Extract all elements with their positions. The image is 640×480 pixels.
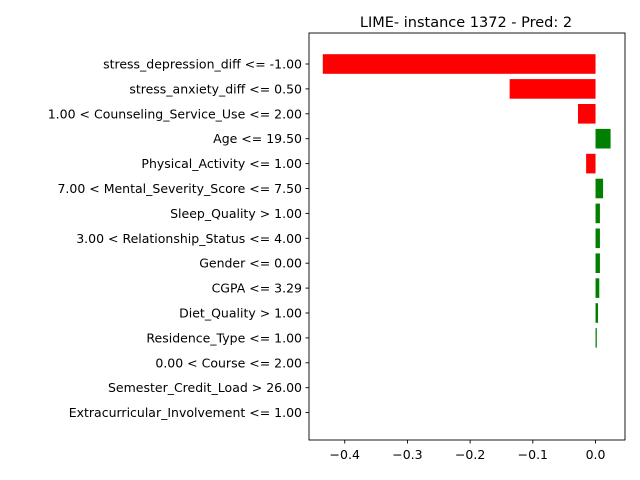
y-tick-label: stress_anxiety_diff <= 0.50 bbox=[129, 81, 302, 96]
y-tick-label: Gender <= 0.00 bbox=[199, 256, 302, 271]
bar bbox=[322, 54, 596, 74]
bar bbox=[595, 253, 600, 273]
y-tick-label: Diet_Quality > 1.00 bbox=[179, 306, 302, 321]
bar bbox=[595, 128, 611, 149]
y-tick-label: Residence_Type <= 1.00 bbox=[146, 330, 302, 345]
x-axis-ticks: −0.4 −0.3 −0.2 −0.1 0.0 bbox=[330, 440, 606, 462]
x-tick-label: −0.1 bbox=[518, 447, 548, 462]
y-tick-label: Age <= 19.50 bbox=[213, 131, 302, 146]
bar bbox=[509, 79, 596, 99]
bars-group bbox=[322, 54, 611, 348]
x-tick-label: 0.0 bbox=[586, 447, 606, 462]
bar bbox=[595, 303, 599, 323]
y-tick-label: 0.00 < Course <= 2.00 bbox=[155, 355, 302, 370]
x-tick-label: −0.2 bbox=[455, 447, 485, 462]
y-tick-label: Physical_Activity <= 1.00 bbox=[141, 156, 302, 171]
bar bbox=[595, 228, 600, 249]
y-tick-label: Extracurricular_Involvement <= 1.00 bbox=[69, 405, 302, 420]
y-axis-ticks: stress_depression_diff <= -1.00 stress_an… bbox=[48, 57, 309, 420]
y-tick-label: Sleep_Quality > 1.00 bbox=[170, 206, 302, 221]
y-tick-label: Semester_Credit_Load > 26.00 bbox=[108, 380, 302, 395]
bar bbox=[595, 278, 600, 298]
plot-frame bbox=[308, 32, 626, 441]
y-tick-label: 3.00 < Relationship_Status <= 4.00 bbox=[76, 231, 302, 246]
bar bbox=[577, 104, 596, 124]
y-tick-label: 7.00 < Mental_Severity_Score <= 7.50 bbox=[57, 181, 302, 196]
bar bbox=[595, 203, 600, 224]
x-tick-label: −0.4 bbox=[330, 447, 360, 462]
chart-title: LIME- instance 1372 - Pred: 2 bbox=[360, 15, 572, 31]
bar bbox=[595, 328, 597, 348]
bar bbox=[595, 178, 604, 199]
y-tick-label: stress_depression_diff <= -1.00 bbox=[103, 57, 302, 72]
x-tick-label: −0.3 bbox=[392, 447, 422, 462]
bar bbox=[586, 153, 596, 174]
y-tick-label: 1.00 < Counseling_Service_Use <= 2.00 bbox=[48, 106, 302, 121]
y-tick-label: CGPA <= 3.29 bbox=[212, 281, 302, 296]
